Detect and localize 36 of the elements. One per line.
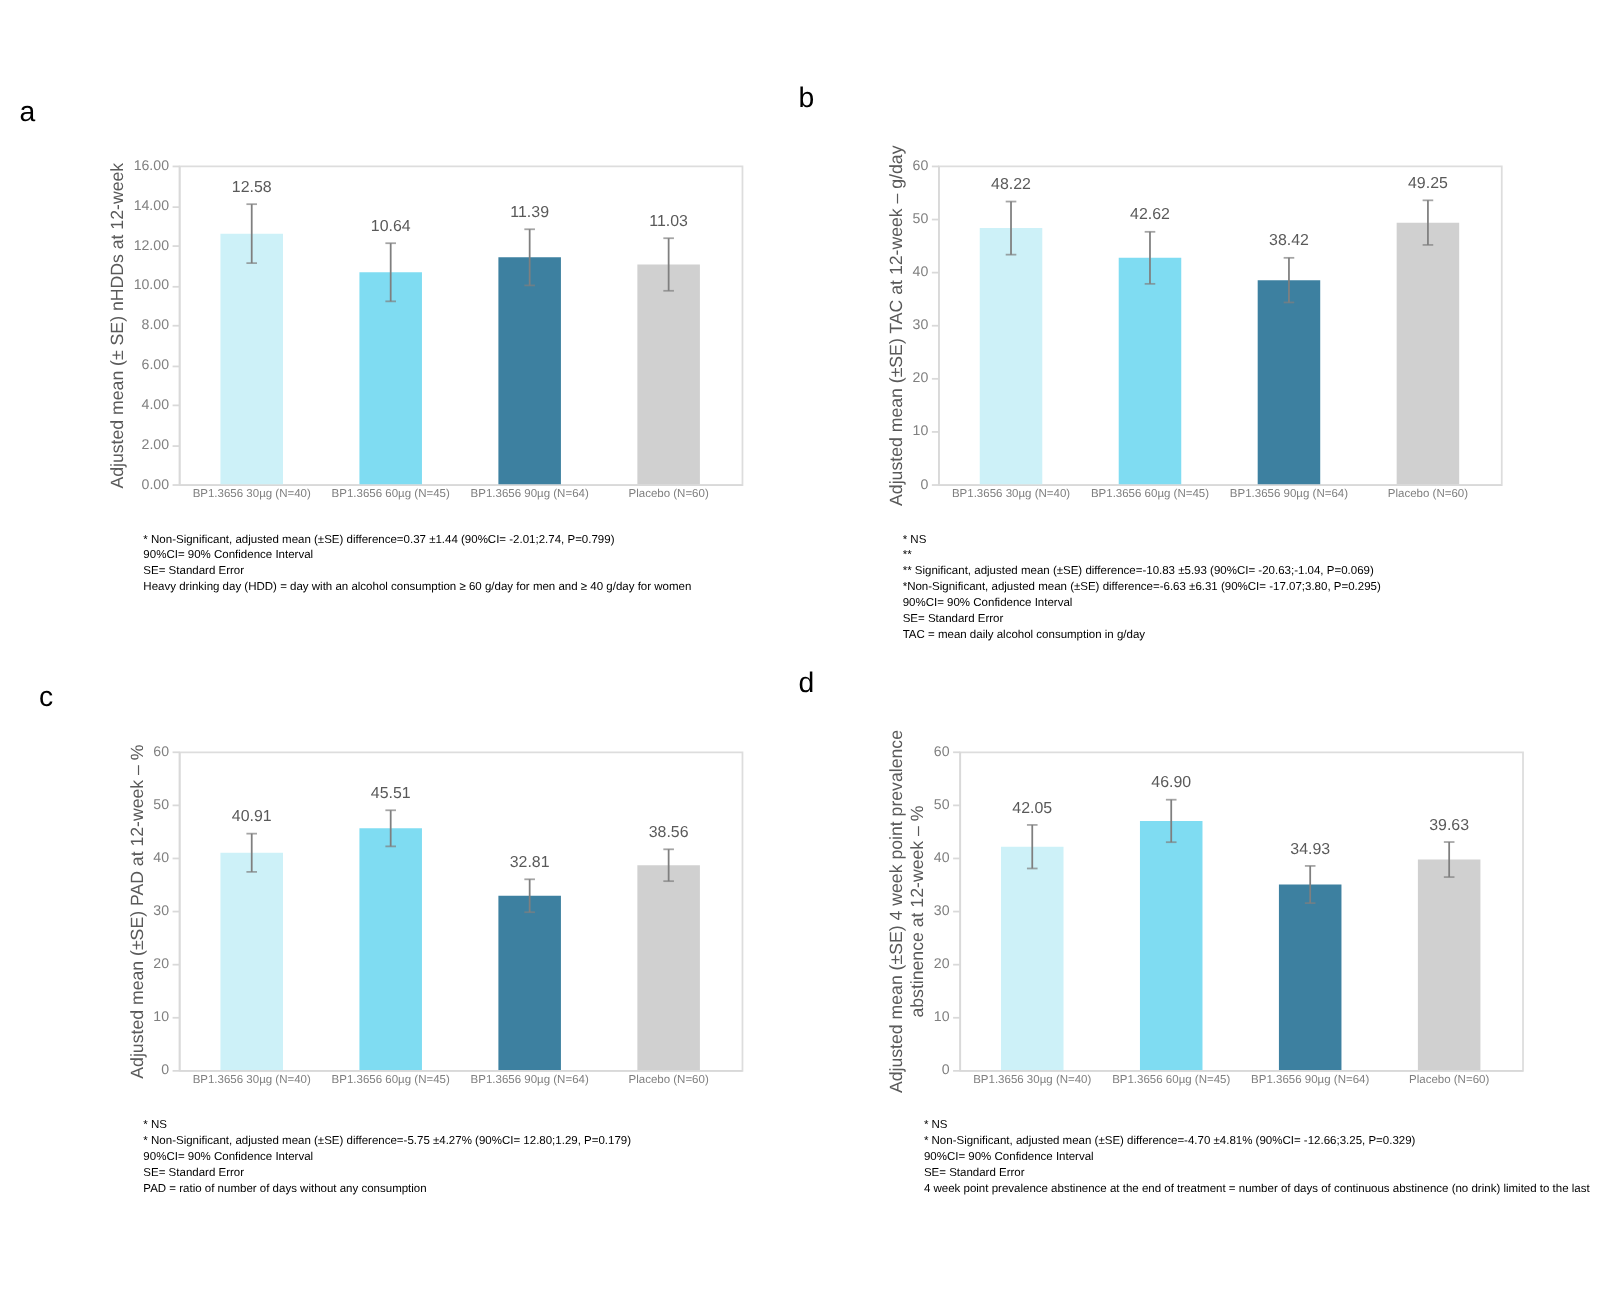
- bar: [220, 233, 283, 485]
- data-label: 48.22: [991, 175, 1033, 194]
- bar: [220, 852, 283, 1070]
- data-label: 10.64: [370, 216, 412, 235]
- data-label: 39.63: [1429, 815, 1471, 834]
- data-label: 40.91: [231, 807, 273, 826]
- y-axis-title: Adjusted mean (±SE) PAD at 12-week – %: [126, 744, 147, 1079]
- bar: [1000, 846, 1064, 1070]
- bar: [359, 828, 422, 1070]
- data-label: 11.03: [649, 211, 690, 230]
- bar: [1139, 820, 1203, 1070]
- y-axis-title: Adjusted mean (±SE) 4 week point prevalence abstinence at 12-week – %: [885, 729, 928, 1094]
- bar: [498, 257, 561, 485]
- chart-title: b: [798, 80, 815, 113]
- bar: [1278, 884, 1342, 1070]
- y-axis-title: Adjusted mean (±SE) TAC at 12-week – g/day: [885, 144, 906, 506]
- data-label: 34.93: [1290, 839, 1332, 858]
- chart-title: a: [19, 95, 36, 128]
- data-label: 32.81: [509, 852, 551, 871]
- bar: [359, 272, 422, 485]
- data-label: 42.05: [1012, 798, 1054, 817]
- data-label: 49.25: [1408, 173, 1449, 192]
- data-label: 45.51: [370, 783, 412, 802]
- bar: [979, 228, 1043, 485]
- data-label: 11.39: [510, 202, 551, 221]
- chart-title: c: [39, 680, 54, 713]
- y-axis-title: Adjusted mean (± SE) nHDDs at 12-week: [106, 161, 127, 489]
- data-label: 46.90: [1151, 773, 1193, 792]
- bar: [1257, 280, 1321, 485]
- data-label: 42.62: [1130, 205, 1172, 224]
- chart-title: d: [798, 665, 815, 698]
- data-label: 38.42: [1269, 231, 1311, 250]
- data-label: 38.56: [648, 822, 690, 841]
- bar: [498, 895, 561, 1070]
- data-label: 12.58: [231, 177, 273, 196]
- bar: [1118, 257, 1182, 485]
